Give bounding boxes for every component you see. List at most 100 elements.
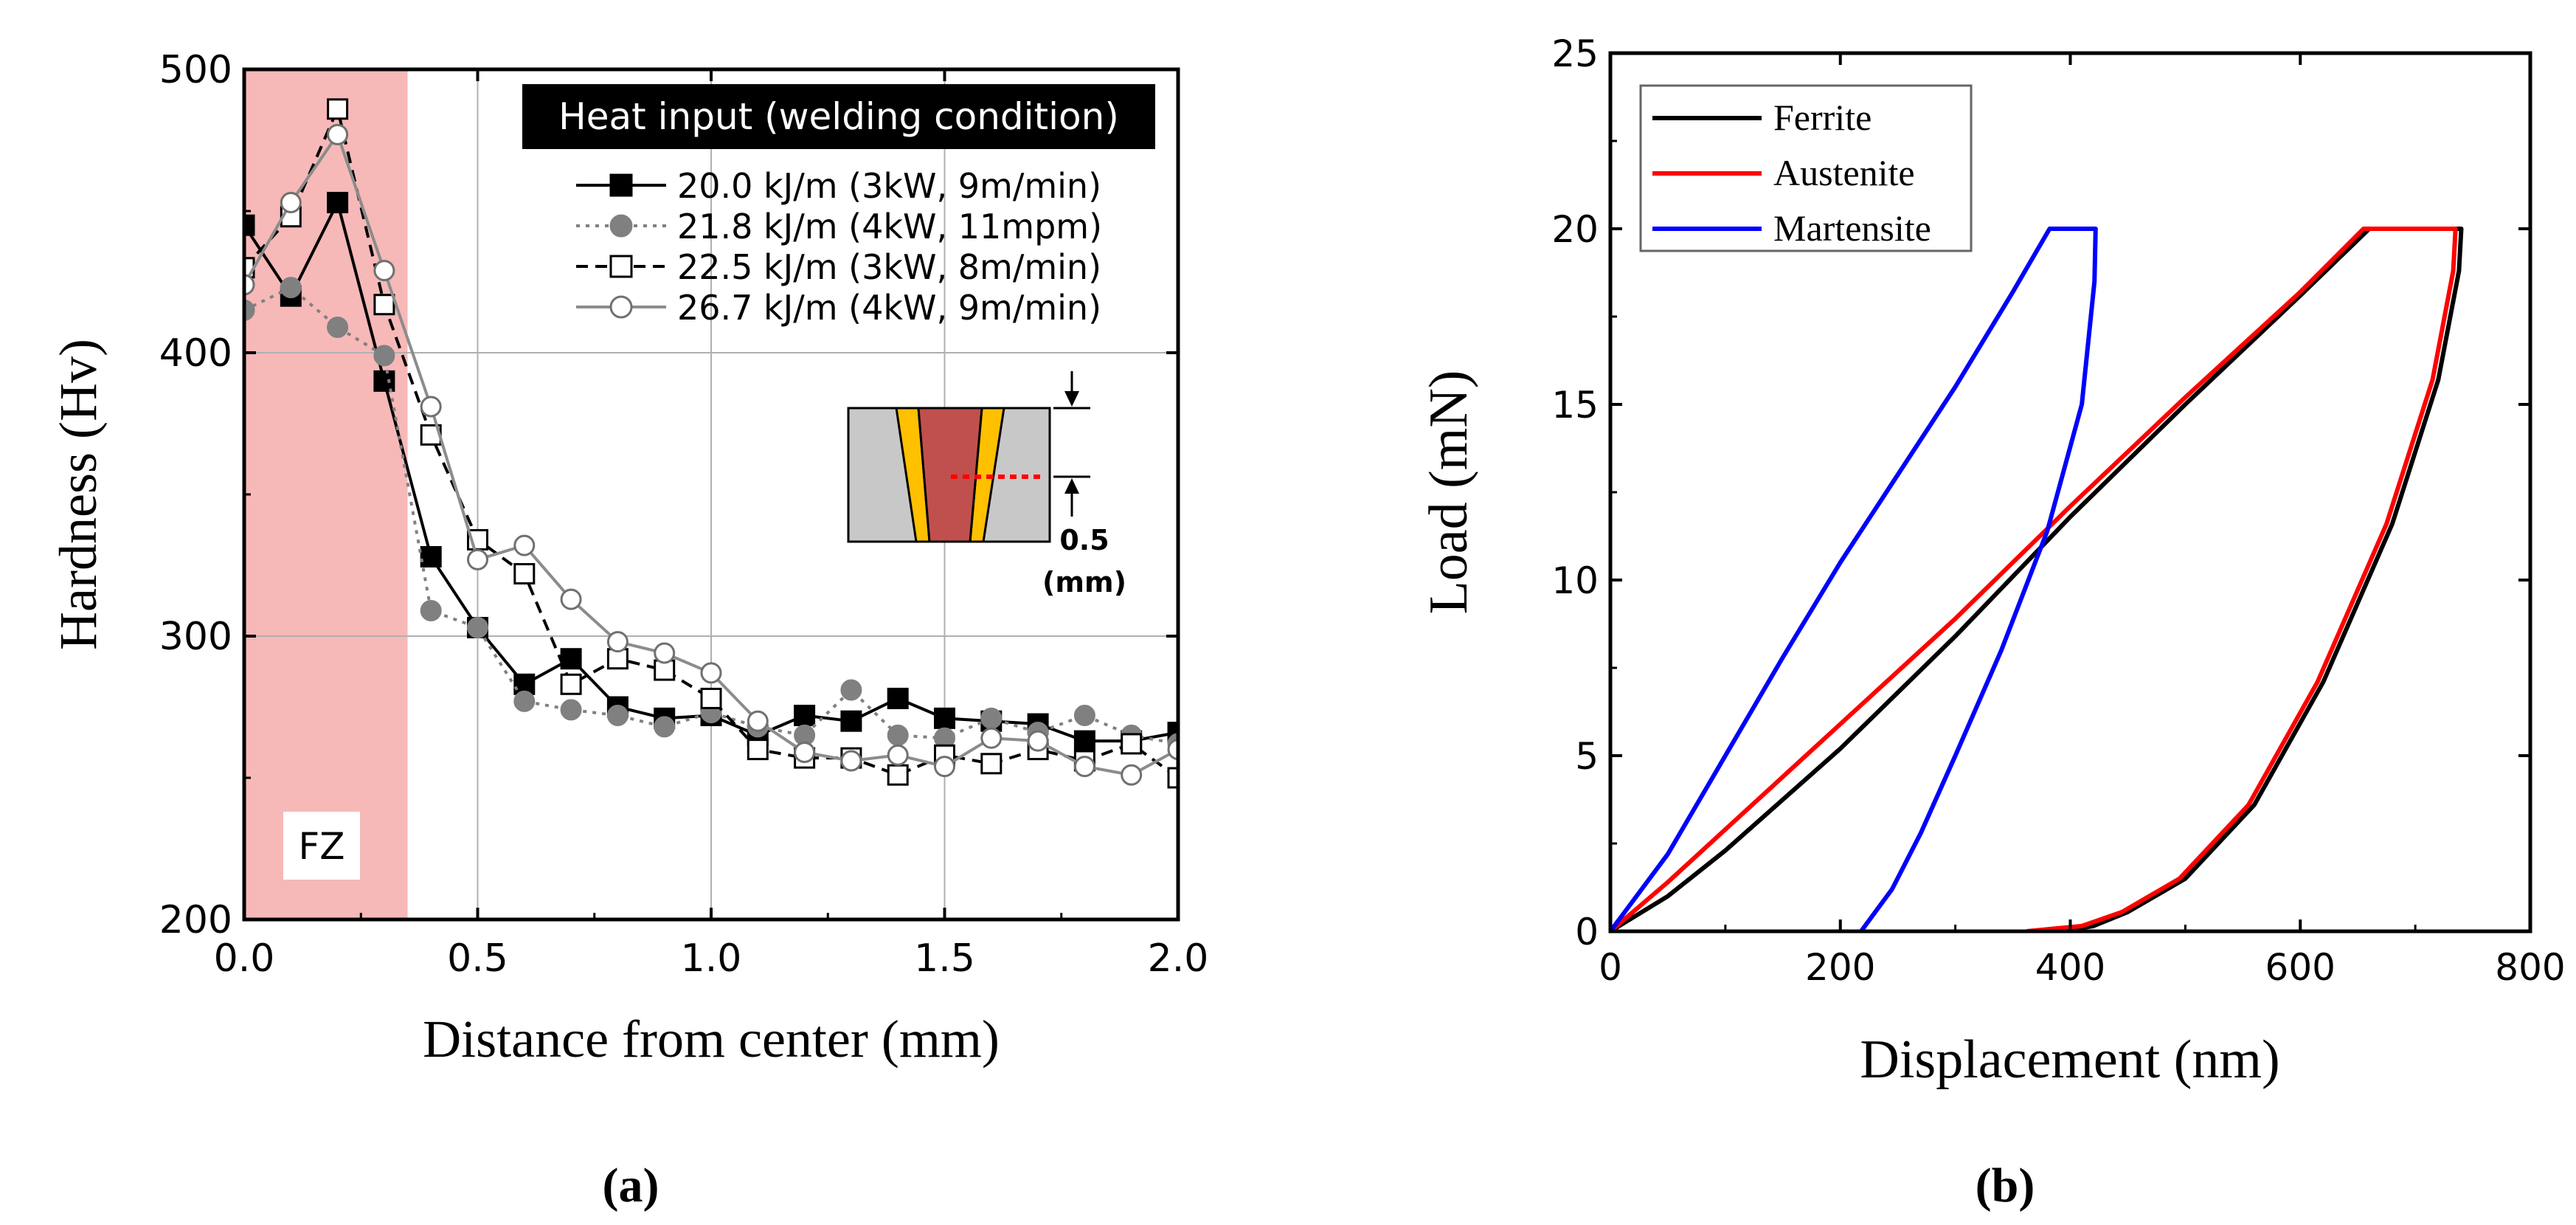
legend-marker-4 xyxy=(609,295,633,319)
panel-a-ticks: 0.0 0.5 1.0 1.5 2.0 200 300 400 500 xyxy=(159,48,1209,981)
data-point xyxy=(980,753,1003,775)
panel-a-series xyxy=(244,98,1178,789)
data-point xyxy=(244,214,255,236)
y-tick-label: 500 xyxy=(159,48,232,92)
data-point xyxy=(887,687,909,709)
data-point xyxy=(1073,756,1095,778)
x-tick-label: 800 xyxy=(2495,946,2565,989)
data-point xyxy=(327,123,349,145)
curve-ferrite xyxy=(1610,227,2464,931)
data-point xyxy=(420,396,442,418)
legend-marker-1 xyxy=(609,173,633,197)
data-point xyxy=(606,631,629,653)
legend-marker-3 xyxy=(609,255,633,278)
fz-label: FZ xyxy=(298,825,344,868)
data-point xyxy=(840,750,862,772)
data-point xyxy=(467,548,488,570)
x-tick-label: 0 xyxy=(1599,946,1622,989)
data-point xyxy=(1073,730,1095,752)
data-point xyxy=(700,687,722,709)
data-point xyxy=(934,756,955,778)
data-point xyxy=(1121,733,1143,755)
y-tick-label: 25 xyxy=(1551,32,1599,75)
x-tick-label: 1.0 xyxy=(681,936,742,981)
inset-arrow-down-icon xyxy=(1064,391,1079,407)
panel-b-legend: Ferrite Austenite Martensite xyxy=(1639,84,1973,252)
data-point xyxy=(840,710,862,732)
data-point xyxy=(373,260,395,282)
panel-a-hardness-chart: 0.0 0.5 1.0 1.5 2.0 200 300 400 500 FZ Heat inpu… xyxy=(49,48,1208,1212)
data-point xyxy=(654,716,676,738)
data-point xyxy=(980,707,1003,729)
data-point xyxy=(1121,764,1143,786)
data-point xyxy=(373,345,395,367)
data-point xyxy=(420,545,442,567)
legend-label-austenite: Austenite xyxy=(1773,152,1915,193)
fz-region xyxy=(244,69,408,919)
weld-cross-section-inset: 0.5 (mm) xyxy=(847,371,1126,598)
data-point xyxy=(934,707,955,729)
legend-marker-2 xyxy=(609,214,633,238)
x-tick-label: 400 xyxy=(2035,946,2105,989)
fz-label-box: FZ xyxy=(283,812,360,880)
data-point xyxy=(700,662,722,684)
series-line xyxy=(244,104,1178,779)
inset-dimension-unit: (mm) xyxy=(1042,566,1126,598)
data-point xyxy=(654,642,676,664)
y-tick-label: 400 xyxy=(159,331,232,376)
y-tick-label: 5 xyxy=(1575,735,1599,778)
data-point xyxy=(840,679,862,701)
data-point xyxy=(1167,739,1178,761)
data-point xyxy=(980,727,1003,749)
legend-label-ferrite: Ferrite xyxy=(1773,97,1872,138)
x-tick-label: 600 xyxy=(2265,946,2336,989)
data-point xyxy=(420,599,442,621)
y-tick-label: 20 xyxy=(1551,208,1599,251)
panel-a-y-axis-label: Hardness (Hv) xyxy=(49,339,108,650)
x-tick-label: 2.0 xyxy=(1148,936,1209,981)
data-point xyxy=(887,764,909,786)
y-tick-label: 300 xyxy=(159,615,232,659)
data-point xyxy=(280,191,302,213)
legend-label-martensite: Martensite xyxy=(1773,207,1931,249)
y-tick-label: 0 xyxy=(1575,911,1599,953)
legend-label-2: 21.8 kJ/m (4kW, 11mpm) xyxy=(677,207,1102,246)
panel-a-caption: (a) xyxy=(603,1159,659,1212)
inset-arrow-up-icon xyxy=(1064,478,1079,494)
data-point xyxy=(560,648,582,670)
data-point xyxy=(1027,730,1049,752)
series-4 xyxy=(244,123,1178,786)
panel-b-y-axis-label: Load (mN) xyxy=(1419,370,1479,615)
x-tick-label: 1.5 xyxy=(914,936,975,981)
y-tick-label: 15 xyxy=(1551,384,1599,427)
legend-label-4: 26.7 kJ/m (4kW, 9m/min) xyxy=(677,288,1101,328)
data-point xyxy=(794,705,816,727)
curve-martensite xyxy=(1610,227,2098,931)
data-point xyxy=(560,699,582,721)
data-point xyxy=(513,534,536,556)
panel-a-legend: Heat input (welding condition) 20.0 kJ/m… xyxy=(522,84,1155,328)
panel-a-x-axis-label: Distance from center (mm) xyxy=(423,1010,1000,1069)
data-point xyxy=(747,739,769,761)
data-point xyxy=(560,673,582,695)
x-tick-label: 0.0 xyxy=(214,936,275,981)
data-point xyxy=(887,744,909,766)
data-point xyxy=(794,741,816,763)
data-point xyxy=(560,588,582,610)
legend-label-3: 22.5 kJ/m (3kW, 8m/min) xyxy=(677,247,1101,287)
data-point xyxy=(513,563,536,585)
data-point xyxy=(606,705,629,727)
panel-b-load-displacement-chart: 0 200 400 600 800 0 5 10 15 20 25 Ferrite Austenite… xyxy=(1419,32,2566,1212)
x-tick-label: 0.5 xyxy=(447,936,508,981)
legend-title-box xyxy=(522,84,1155,149)
data-point xyxy=(887,724,909,746)
data-point xyxy=(513,690,536,712)
data-point xyxy=(327,98,349,120)
data-point xyxy=(280,277,302,299)
data-point xyxy=(1167,767,1178,789)
data-point xyxy=(373,294,395,316)
data-point xyxy=(327,316,349,338)
inset-fusion-zone xyxy=(917,407,983,543)
data-point xyxy=(1073,705,1095,727)
legend-title: Heat input (welding condition) xyxy=(558,95,1119,138)
